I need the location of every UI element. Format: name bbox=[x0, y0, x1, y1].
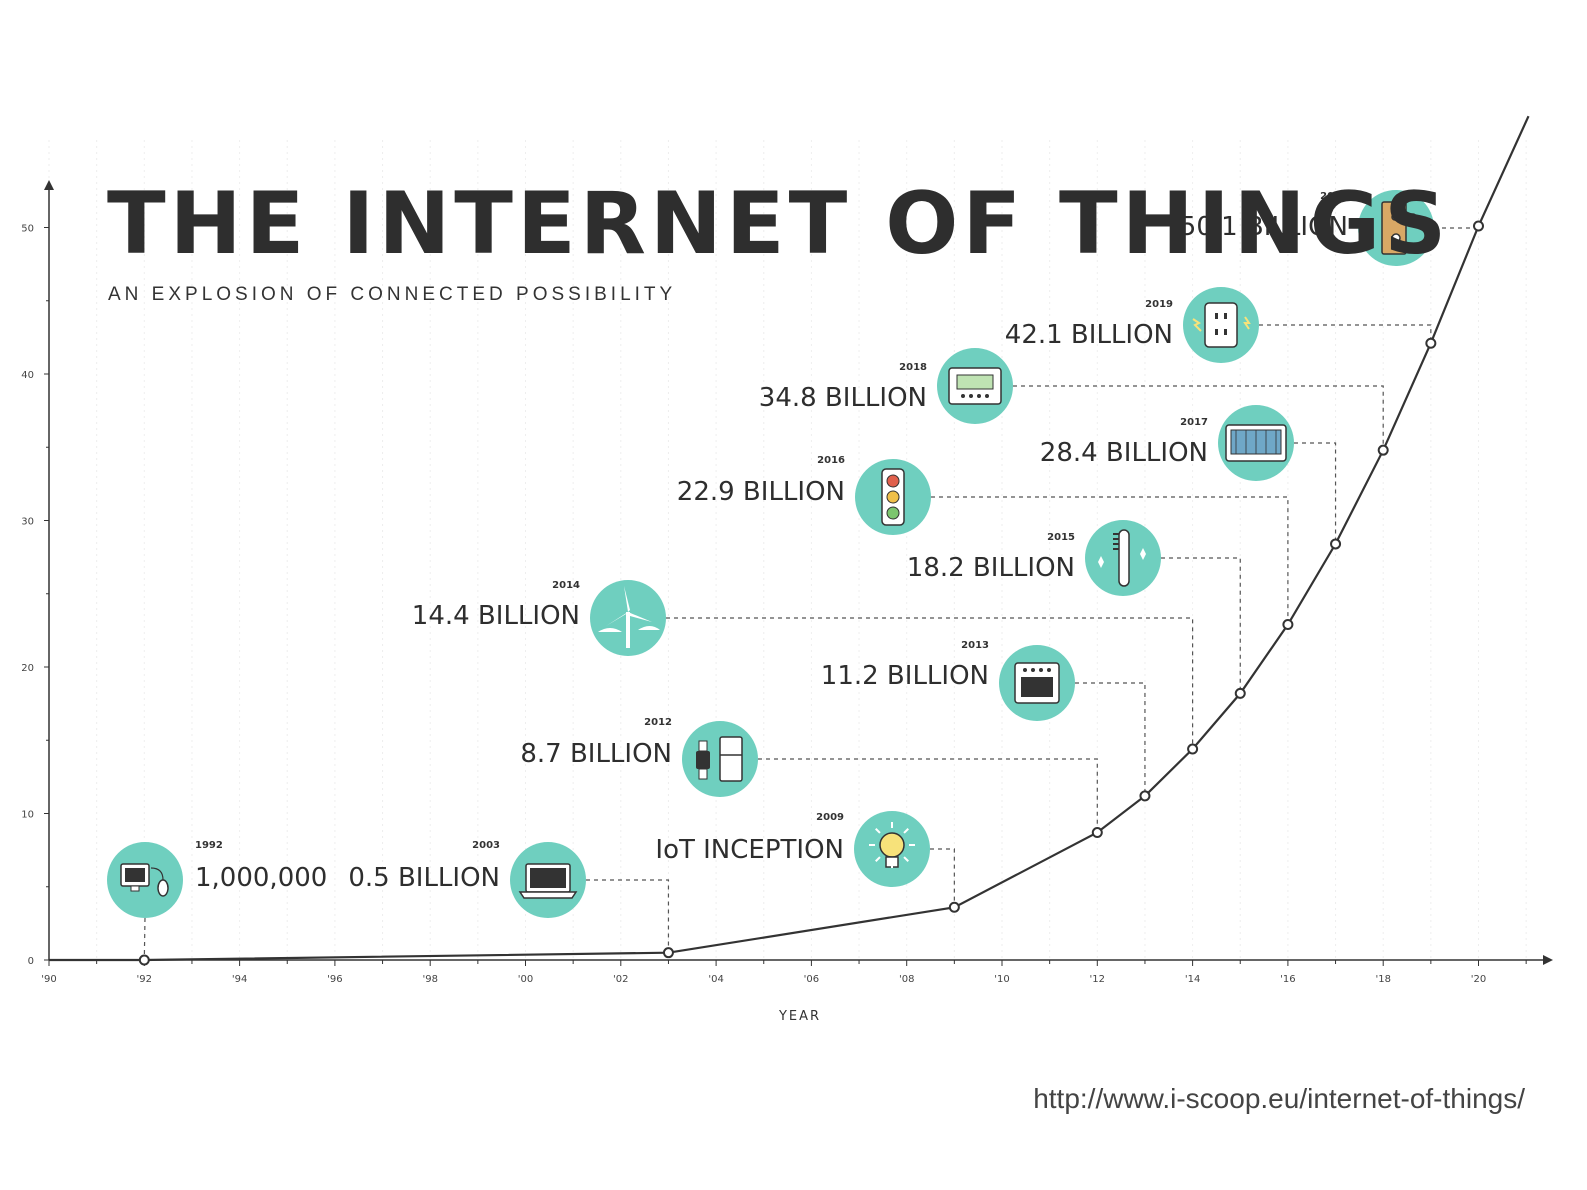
guide-line bbox=[1161, 557, 1241, 694]
data-point bbox=[948, 901, 960, 913]
milestone-value: IoT INCEPTION bbox=[655, 835, 844, 865]
y-tick-label: 10 bbox=[21, 810, 34, 821]
series-line bbox=[49, 115, 1530, 966]
milestone-value: 18.2 BILLION bbox=[907, 553, 1075, 583]
traffic-light-icon bbox=[855, 459, 931, 535]
milestone-year: 2018 bbox=[899, 362, 927, 373]
data-point bbox=[138, 954, 150, 966]
thermostat-icon bbox=[937, 348, 1013, 424]
x-tick-label: '96 bbox=[327, 974, 342, 985]
x-axis-label: YEAR bbox=[778, 1009, 821, 1024]
x-tick-label: '02 bbox=[613, 974, 628, 985]
milestone-value: 42.1 BILLION bbox=[1005, 320, 1173, 350]
grid-lines bbox=[48, 140, 1527, 960]
axes: '90 '92 '94 '96 '98 '00 '02 '04 '06 '08 '10 '12 '14 '… bbox=[21, 180, 1553, 985]
milestones: 1992 1,000,000 2003 0.5 BILLION 2009 IoT INCE… bbox=[107, 190, 1434, 918]
milestone-value: 50.1 BILLION bbox=[1180, 212, 1348, 242]
y-tick-label: 20 bbox=[21, 663, 34, 674]
milestone-value: 1,000,000 bbox=[195, 863, 327, 893]
milestone-year: 2003 bbox=[472, 840, 500, 851]
x-tick-label: '18 bbox=[1375, 974, 1390, 985]
wind-turbine-icon bbox=[590, 580, 666, 656]
chart-subtitle: AN EXPLOSION OF CONNECTED POSSIBILITY bbox=[108, 284, 676, 305]
milestone-year: 2009 bbox=[816, 812, 844, 823]
milestone-year: 2013 bbox=[961, 640, 989, 651]
milestone-guides bbox=[143, 226, 1480, 960]
guide-line bbox=[930, 848, 955, 908]
milestone-year: 2019 bbox=[1145, 299, 1173, 310]
lightbulb-icon bbox=[854, 811, 930, 887]
toothbrush-icon bbox=[1085, 520, 1161, 596]
x-tick-label: '04 bbox=[708, 974, 723, 985]
y-tick-label: 0 bbox=[28, 956, 34, 967]
milestone-year: 2014 bbox=[552, 580, 580, 591]
x-tick-label: '10 bbox=[994, 974, 1009, 985]
data-point bbox=[1473, 220, 1484, 232]
milestone-year: 2017 bbox=[1180, 417, 1208, 428]
y-tick-label: 40 bbox=[21, 370, 34, 381]
milestone-value: 0.5 BILLION bbox=[348, 863, 500, 893]
door-handle-icon bbox=[1358, 190, 1434, 266]
data-point bbox=[1377, 444, 1389, 456]
data-point bbox=[1425, 337, 1437, 349]
dashboard-icon bbox=[1218, 405, 1294, 481]
guide-line bbox=[758, 758, 1098, 833]
laptop-icon bbox=[510, 842, 586, 918]
milestone-value: 14.4 BILLION bbox=[412, 601, 580, 631]
guide-line bbox=[931, 496, 1289, 625]
x-tick-label: '06 bbox=[804, 974, 819, 985]
milestone-year: 2020 bbox=[1320, 191, 1348, 202]
x-tick-label: '92 bbox=[137, 974, 152, 985]
x-tick-label: '12 bbox=[1090, 974, 1105, 985]
x-tick-label: '00 bbox=[518, 974, 533, 985]
milestone-value: 28.4 BILLION bbox=[1040, 438, 1208, 468]
data-point bbox=[1091, 827, 1103, 839]
x-tick-label: '14 bbox=[1185, 974, 1200, 985]
x-tick-label: '94 bbox=[232, 974, 247, 985]
milestone-year: 2012 bbox=[644, 717, 672, 728]
x-tick-label: '98 bbox=[422, 974, 437, 985]
x-tick-label: '90 bbox=[41, 974, 56, 985]
data-point bbox=[1187, 743, 1199, 755]
y-axis-arrow bbox=[44, 180, 54, 190]
guide-line bbox=[1075, 682, 1146, 796]
milestone-value: 8.7 BILLION bbox=[520, 739, 672, 769]
power-outlet-icon bbox=[1183, 287, 1259, 363]
data-line bbox=[49, 115, 1530, 962]
guide-line bbox=[586, 879, 670, 953]
data-point bbox=[1282, 619, 1294, 631]
watch-fridge-icon bbox=[682, 721, 758, 797]
milestone-value: 34.8 BILLION bbox=[759, 383, 927, 413]
guide-line bbox=[1013, 385, 1384, 451]
guide-line bbox=[1259, 324, 1432, 344]
milestone-value: 11.2 BILLION bbox=[821, 661, 989, 691]
oven-icon bbox=[999, 645, 1075, 721]
x-tick-label: '08 bbox=[899, 974, 914, 985]
computer-icon bbox=[107, 842, 183, 918]
y-tick-label: 30 bbox=[21, 517, 34, 528]
x-axis-arrow bbox=[1543, 955, 1553, 965]
milestone-value: 22.9 BILLION bbox=[677, 477, 845, 507]
milestone-year: 2016 bbox=[817, 455, 845, 466]
guide-line bbox=[1294, 442, 1337, 544]
data-point bbox=[1139, 790, 1151, 802]
source-url[interactable]: http://www.i-scoop.eu/internet-of-things… bbox=[1033, 1083, 1525, 1114]
x-tick-label: '20 bbox=[1471, 974, 1486, 985]
y-tick-label: 50 bbox=[21, 224, 34, 235]
milestone-year: 1992 bbox=[195, 840, 223, 851]
data-point bbox=[662, 947, 674, 959]
x-tick-label: '16 bbox=[1280, 974, 1295, 985]
data-point bbox=[1234, 687, 1246, 699]
guide-line bbox=[143, 917, 146, 960]
chart-title: THE INTERNET OF THINGS bbox=[107, 174, 1450, 274]
data-point bbox=[1330, 538, 1342, 550]
milestone-year: 2015 bbox=[1047, 532, 1075, 543]
